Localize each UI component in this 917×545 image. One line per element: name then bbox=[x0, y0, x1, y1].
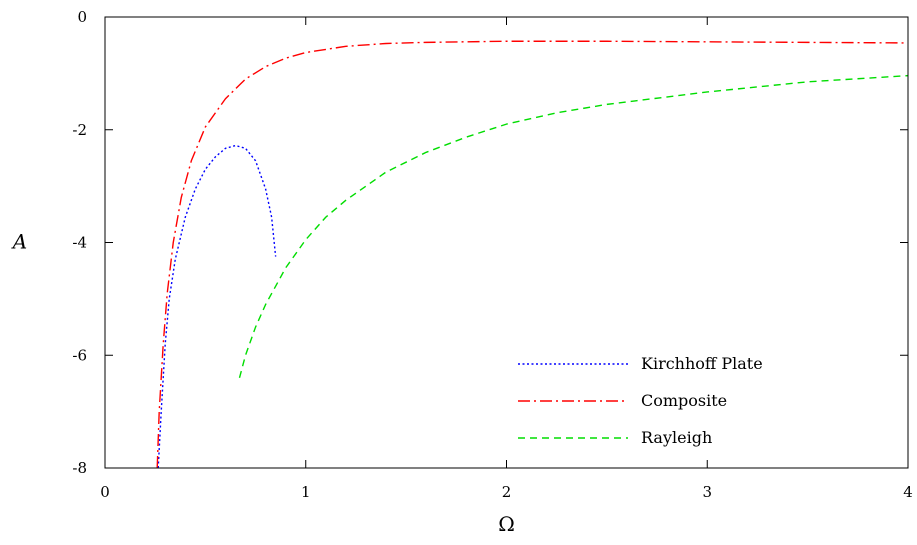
y-tick-label: -2 bbox=[72, 121, 87, 139]
legend-label: Rayleigh bbox=[641, 428, 712, 447]
x-tick-label: 0 bbox=[100, 483, 110, 501]
y-tick-label: -4 bbox=[72, 234, 87, 252]
y-axis-label: A bbox=[11, 230, 27, 254]
legend: Kirchhoff Plate Composite Rayleigh bbox=[518, 354, 763, 447]
series-line-composite bbox=[156, 40, 909, 469]
series-line-rayleigh bbox=[238, 74, 909, 378]
x-axis-label: Ω bbox=[498, 512, 515, 536]
x-tick-label: 1 bbox=[301, 483, 311, 501]
x-tick-label: 3 bbox=[702, 483, 712, 501]
y-tick-label: -6 bbox=[72, 346, 87, 364]
x-tick-label: 2 bbox=[502, 483, 512, 501]
series-layer bbox=[156, 40, 909, 469]
x-tick-label: 4 bbox=[903, 483, 913, 501]
plot-frame bbox=[104, 16, 909, 469]
series-line-kirchhoff-plate bbox=[157, 144, 277, 469]
y-tick-label: 0 bbox=[77, 8, 87, 26]
ticks-layer: 0 1 2 3 4 0 -2 -4 -6 -8 bbox=[72, 8, 912, 501]
legend-label: Kirchhoff Plate bbox=[641, 354, 763, 373]
legend-label: Composite bbox=[641, 391, 727, 410]
y-tick-label: -8 bbox=[72, 459, 87, 477]
